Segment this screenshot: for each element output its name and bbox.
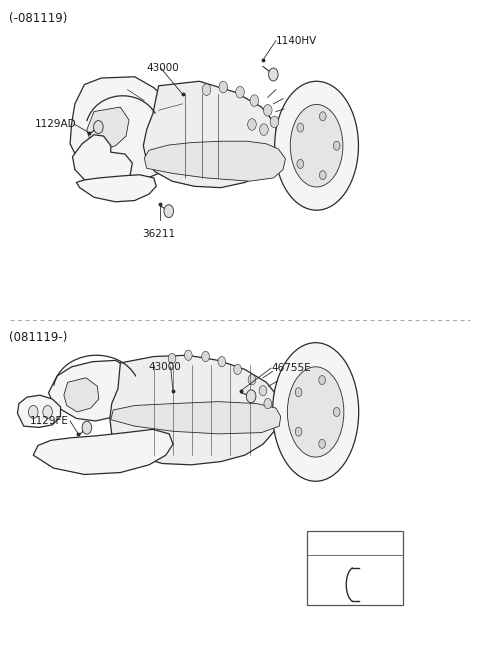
Circle shape <box>218 357 226 367</box>
Text: 1129AD: 1129AD <box>35 120 77 129</box>
Polygon shape <box>17 395 60 428</box>
Circle shape <box>319 112 326 121</box>
Polygon shape <box>144 81 277 187</box>
Ellipse shape <box>275 81 359 210</box>
Text: 43000: 43000 <box>148 362 181 372</box>
Text: (-081119): (-081119) <box>9 12 68 25</box>
Circle shape <box>43 406 52 419</box>
Circle shape <box>94 121 103 134</box>
Circle shape <box>248 119 256 130</box>
Circle shape <box>82 421 92 434</box>
Circle shape <box>246 390 256 402</box>
Text: 36211: 36211 <box>142 229 175 239</box>
Circle shape <box>297 123 304 132</box>
Circle shape <box>184 350 192 360</box>
Circle shape <box>236 87 244 98</box>
Circle shape <box>295 427 302 436</box>
Text: 46755E: 46755E <box>271 363 311 373</box>
Circle shape <box>297 160 304 169</box>
Text: 1140HV: 1140HV <box>276 36 317 46</box>
Circle shape <box>319 171 326 180</box>
Polygon shape <box>144 141 286 181</box>
Text: 1129FE: 1129FE <box>29 416 68 426</box>
Text: 43000: 43000 <box>147 63 180 74</box>
Ellipse shape <box>273 342 359 481</box>
Text: 91931D: 91931D <box>334 534 375 545</box>
Circle shape <box>264 105 272 116</box>
Ellipse shape <box>290 105 343 187</box>
Bar <box>307 531 403 605</box>
Circle shape <box>333 408 340 417</box>
Circle shape <box>268 68 278 81</box>
Polygon shape <box>110 355 281 465</box>
Circle shape <box>168 353 176 364</box>
Circle shape <box>202 84 211 96</box>
Polygon shape <box>33 430 173 474</box>
Circle shape <box>28 406 38 419</box>
Circle shape <box>319 375 325 384</box>
Circle shape <box>333 141 340 151</box>
Polygon shape <box>87 107 129 151</box>
Circle shape <box>250 95 259 107</box>
Ellipse shape <box>288 367 344 457</box>
Circle shape <box>264 399 272 409</box>
Polygon shape <box>48 360 136 421</box>
Circle shape <box>259 386 267 396</box>
Circle shape <box>270 116 279 128</box>
Circle shape <box>295 388 302 397</box>
Circle shape <box>260 124 268 136</box>
Polygon shape <box>111 402 281 434</box>
Circle shape <box>248 375 256 385</box>
Polygon shape <box>70 77 185 182</box>
Polygon shape <box>64 378 99 412</box>
Polygon shape <box>76 174 156 202</box>
Circle shape <box>202 351 209 362</box>
Circle shape <box>219 81 228 93</box>
Circle shape <box>234 364 241 375</box>
Circle shape <box>164 205 174 218</box>
Text: (081119-): (081119-) <box>9 331 68 344</box>
Polygon shape <box>72 135 132 186</box>
Circle shape <box>319 439 325 448</box>
